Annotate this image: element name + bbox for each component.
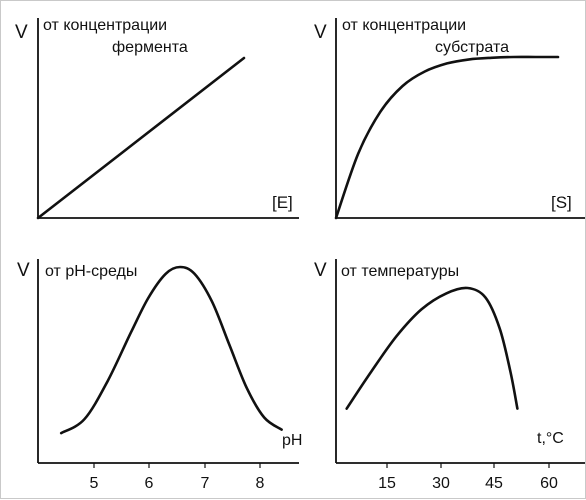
y-axis-label: V <box>15 22 28 43</box>
chart-title-line-1: от концентрации <box>342 17 466 34</box>
chart-panel-3: V от pH-среды pH 5 6 7 8 <box>17 259 302 492</box>
chart-panel-4: V от температуры t,°C 15 30 45 60 <box>314 259 585 492</box>
x-axis-label: pH <box>282 432 302 449</box>
chart-title-line-1: от концентрации <box>43 17 167 34</box>
y-axis-label: V <box>314 22 327 43</box>
y-axis-label: V <box>314 260 327 281</box>
y-axis-label: V <box>17 260 30 281</box>
chart-title-line-2: субстрата <box>435 39 509 56</box>
chart-title: от pH-среды <box>45 263 137 280</box>
x-tick-label: 6 <box>145 475 154 492</box>
x-tick-label: 5 <box>90 475 99 492</box>
x-tick-label: 7 <box>201 475 210 492</box>
x-tick-label: 45 <box>485 475 503 492</box>
chart-panel-1: V от концентрации фермента [E] <box>15 17 299 220</box>
chart-title-line-2: фермента <box>112 39 188 56</box>
chart-panel-2: V от концентрации субстрата [S] <box>314 17 585 220</box>
series-line <box>59 265 283 435</box>
series-line <box>345 286 519 410</box>
x-axis-label: [S] <box>551 193 572 212</box>
x-tick-label: 8 <box>256 475 265 492</box>
chart-title: от температуры <box>341 263 459 280</box>
x-tick-label: 30 <box>432 475 450 492</box>
x-tick-label: 15 <box>378 475 396 492</box>
series-line <box>334 55 560 220</box>
series-line <box>36 56 246 220</box>
x-axis-label: [E] <box>272 193 293 212</box>
x-axis-label: t,°C <box>537 430 564 447</box>
x-tick-label: 60 <box>540 475 558 492</box>
